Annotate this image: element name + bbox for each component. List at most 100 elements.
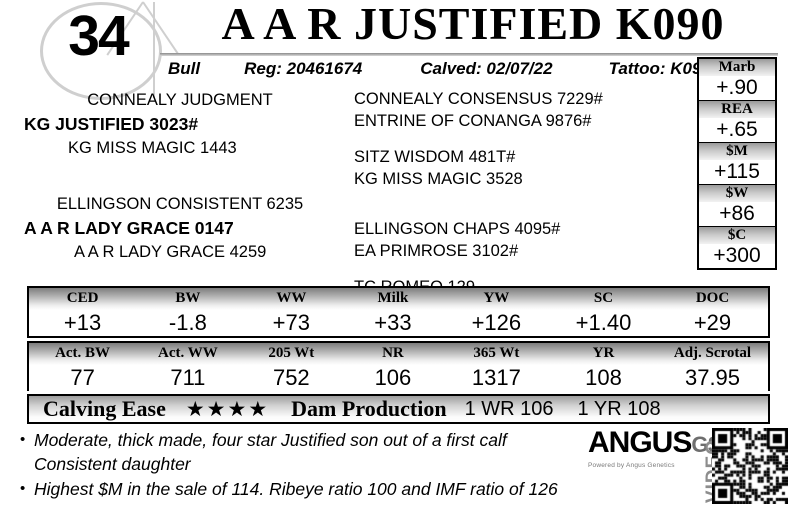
index-value: +300 [699,244,775,268]
col-value: +126 [471,310,522,335]
lot-number: 34 [68,4,129,68]
angus-gs-subtext: Powered by Angus Genetics [588,462,675,469]
pedigree-left-column: CONNEALY JUDGMENT KG JUSTIFIED 3023# KG … [24,88,336,264]
col-header: WW [276,290,307,306]
col-value: +29 [693,310,732,335]
index-label: $W [699,185,775,202]
dam-production-yr: 1 YR 108 [577,397,661,420]
index-value: +86 [699,202,775,226]
ancestor-2: ENTRINE OF CONANGA 9876# [354,112,592,130]
dam-grandsire: ELLINGSON CONSISTENT 6235 [56,195,304,213]
page-title: A A R JUSTIFIED K090 [221,0,725,49]
index-value: +.90 [699,76,775,100]
index-value-panel: Marb +.90 REA +.65 $M +115 $W +86 $C +300 [697,57,777,270]
title-divider [160,53,778,56]
index-cell-dC: $C +300 [699,227,775,268]
ancestor-spacer-1 [354,132,694,146]
col-value: +33 [374,310,412,335]
index-value: +.65 [699,118,775,142]
pedigree-spacer-2 [24,176,336,192]
col-value: +13 [63,310,102,335]
bullet-icon: • [20,431,26,448]
col-header: 205 Wt [268,345,315,361]
watermark-ribbon-icon [112,0,174,100]
col-header: Act. WW [158,345,218,361]
sire-grandsire: CONNEALY JUDGMENT [87,91,273,109]
col-header: YW [483,290,510,306]
notes-list: • Moderate, thick made, four star Justifi… [20,428,580,502]
index-cell-dM: $M +115 [699,143,775,185]
registration-number: Reg: 20461674 [244,59,363,78]
actual-table-header-row: Act. BW Act. WW 205 Wt NR 365 Wt YR Adj. Scrot… [29,343,768,365]
col-header: 365 Wt [473,345,520,361]
ancestor-spacer-2 [354,190,694,204]
index-label: REA [699,101,775,118]
animal-detail-row: Bull Reg: 20461674 Calved: 02/07/22 Tatt… [160,56,711,82]
angus-gs-logo: ANGUSGS Powered by Angus Genetics [588,426,722,470]
sex-label: Bull [168,59,201,78]
calving-production-row: Calving Ease ★★★★ Dam Production 1 WR 10… [29,396,768,422]
col-header: Act. BW [55,345,111,361]
col-header: NR [382,345,404,361]
col-header: CED [66,290,99,306]
epd-table: CED BW WW Milk YW SC DOC +13 -1.8 +73 +33 +126 +1.4… [27,286,770,338]
epd-table-value-row: +13 -1.8 +73 +33 +126 +1.40 +29 [29,310,768,336]
sire-granddam: KG MISS MAGIC 1443 [68,139,237,157]
col-header: Milk [377,290,409,306]
sire-name: KG JUSTIFIED 3023# [24,114,199,134]
index-value: +115 [699,160,775,184]
note-text: Highest $M in the sale of 114. Ribeye ra… [34,479,558,499]
index-label: $M [699,143,775,160]
angus-text: ANGUS [588,426,692,459]
ancestor-3: SITZ WISDOM 481T# [354,148,516,166]
col-value: 711 [170,365,206,390]
ancestor-1: CONNEALY CONSENSUS 7229# [354,90,603,108]
ancestor-6: EA PRIMROSE 3102# [354,242,519,260]
col-value: 108 [585,365,622,390]
ribbon-stem [153,2,155,98]
dam-production-wr: 1 WR 106 [464,397,554,420]
qr-code[interactable] [712,428,788,504]
col-header: BW [175,290,201,306]
dam-granddam: A A R LADY GRACE 4259 [74,243,267,261]
epd-table-header-row: CED BW WW Milk YW SC DOC [29,288,768,310]
dam-production-label: Dam Production [291,396,447,421]
bullet-icon: • [20,480,26,497]
col-value: 1317 [471,365,521,390]
col-value: +73 [272,310,310,335]
col-value: 752 [272,365,310,390]
col-header: YR [592,345,615,361]
ancestor-spacer-4 [354,262,694,276]
calving-ease-stars: ★★★★ [185,397,270,421]
index-label: Marb [699,59,775,76]
actual-measurements-table: Act. BW Act. WW 205 Wt NR 365 Wt YR Adj. Scrot… [27,341,770,391]
calving-ease-label: Calving Ease [43,396,166,421]
tattoo-id: Tattoo: K090 [608,59,711,78]
col-value: 77 [70,365,95,390]
dam-name: A A R LADY GRACE 0147 [24,218,234,238]
col-value: +1.40 [575,310,632,335]
col-value: 106 [374,365,412,390]
ancestor-5: ELLINGSON CHAPS 4095# [354,220,561,238]
index-label: $C [699,227,775,244]
angus-gs-wordmark: ANGUSGS [588,426,722,460]
pedigree-spacer [24,160,336,176]
col-header: DOC [695,290,730,306]
calved-date: Calved: 02/07/22 [420,59,553,78]
col-value: 37.95 [684,365,741,390]
index-cell-Marb: Marb +.90 [699,59,775,101]
index-cell-REA: REA +.65 [699,101,775,143]
actual-table-value-row: 77 711 752 106 1317 108 37.95 [29,365,768,391]
note-item: • Highest $M in the sale of 114. Ribeye r… [20,477,580,501]
calving-production-table: Calving Ease ★★★★ Dam Production 1 WR 10… [27,394,770,424]
col-header: Adj. Scrotal [673,345,752,361]
ancestor-4: KG MISS MAGIC 3528 [354,170,523,188]
ancestor-spacer-3 [354,204,694,218]
index-cell-dW: $W +86 [699,185,775,227]
note-item: • Moderate, thick made, four star Justifi… [20,428,580,476]
col-header: SC [593,290,614,306]
pedigree-block: CONNEALY JUDGMENT KG JUSTIFIED 3023# KG … [24,88,694,318]
col-value: -1.8 [168,310,207,335]
note-text: Moderate, thick made, four star Justifie… [34,430,507,474]
